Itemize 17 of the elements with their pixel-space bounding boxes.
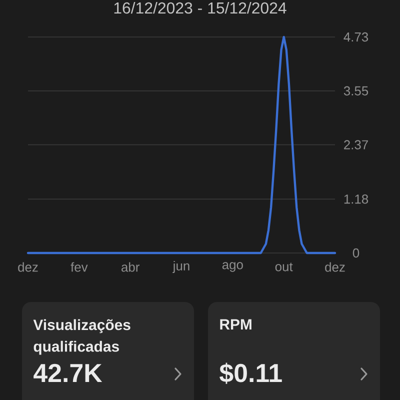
x-tick-label: ago bbox=[222, 262, 243, 272]
text: RPM bbox=[220, 319, 252, 330]
y-tick-label: 2.37 bbox=[344, 140, 368, 150]
text: $0.11 bbox=[220, 362, 282, 384]
y-tick-label: 1.18 bbox=[344, 194, 368, 204]
x-tick-label: fev bbox=[70, 262, 88, 272]
x-tick-label: out bbox=[275, 262, 293, 272]
x-tick-label: dez bbox=[325, 262, 345, 272]
text: Visualizações qualificadas bbox=[33, 319, 130, 355]
text: 42.7K bbox=[34, 364, 102, 382]
x-tick-label: abr bbox=[122, 262, 140, 272]
x-tick-label: jun bbox=[172, 260, 190, 274]
chart-title: 16/12/2023 - 15/12/2024 bbox=[114, 2, 286, 14]
y-tick-label: 3.55 bbox=[344, 86, 368, 96]
y-tick-label: 0 bbox=[352, 248, 360, 258]
x-tick-label: dez bbox=[18, 262, 38, 272]
y-tick-label: 4.73 bbox=[344, 32, 368, 42]
